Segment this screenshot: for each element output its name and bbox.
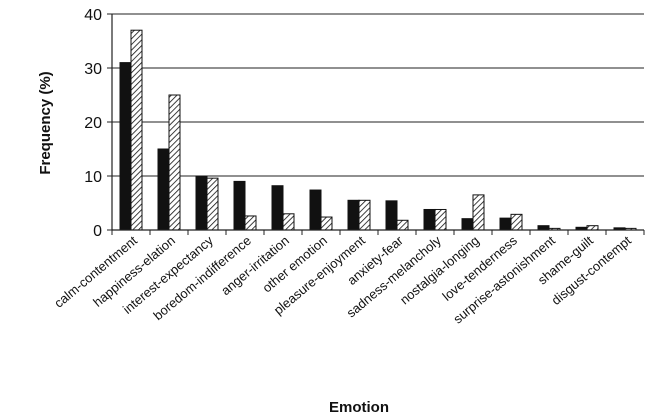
bar-series1-0 bbox=[119, 62, 132, 231]
bars bbox=[119, 29, 637, 231]
bar-series2-10 bbox=[510, 213, 523, 231]
bar-series2-2 bbox=[206, 177, 219, 231]
bar-series2-6 bbox=[358, 199, 371, 231]
bar-series1-9 bbox=[461, 218, 474, 231]
bar-series1-7 bbox=[385, 200, 398, 231]
bar-series1-5 bbox=[309, 189, 322, 231]
y-tick-label: 20 bbox=[84, 115, 102, 132]
y-tick-labels: 0 10 20 30 40 bbox=[84, 7, 102, 240]
bar-series2-5 bbox=[320, 216, 333, 231]
x-tick-labels: calm-contentmenthappiness-elationinteres… bbox=[51, 232, 634, 326]
bar-series2-9 bbox=[472, 194, 485, 231]
y-tick-label: 0 bbox=[93, 223, 102, 240]
bar-series2-1 bbox=[168, 94, 181, 231]
y-tick-label: 40 bbox=[84, 7, 102, 24]
axes bbox=[111, 14, 645, 235]
bar-series2-4 bbox=[282, 213, 295, 231]
bar-series1-8 bbox=[423, 208, 436, 231]
bar-series1-6 bbox=[347, 199, 360, 231]
bar-series1-10 bbox=[499, 217, 512, 231]
bar-series1-4 bbox=[271, 185, 284, 231]
bar-series2-7 bbox=[396, 219, 409, 231]
bar-series2-8 bbox=[434, 208, 447, 231]
bar-series2-3 bbox=[244, 215, 257, 231]
y-tick-label: 30 bbox=[84, 61, 102, 78]
bar-series2-0 bbox=[130, 29, 143, 231]
gridlines bbox=[107, 13, 644, 231]
bar-series1-2 bbox=[195, 175, 208, 231]
y-tick-label: 10 bbox=[84, 169, 102, 186]
bar-series1-11 bbox=[537, 225, 550, 231]
bar-series2-12 bbox=[586, 225, 599, 231]
bar-series1-1 bbox=[157, 148, 170, 231]
bar-series1-3 bbox=[233, 180, 246, 231]
y-axis-title: Frequency (%) bbox=[37, 71, 54, 174]
x-axis-title: Emotion bbox=[329, 399, 389, 416]
